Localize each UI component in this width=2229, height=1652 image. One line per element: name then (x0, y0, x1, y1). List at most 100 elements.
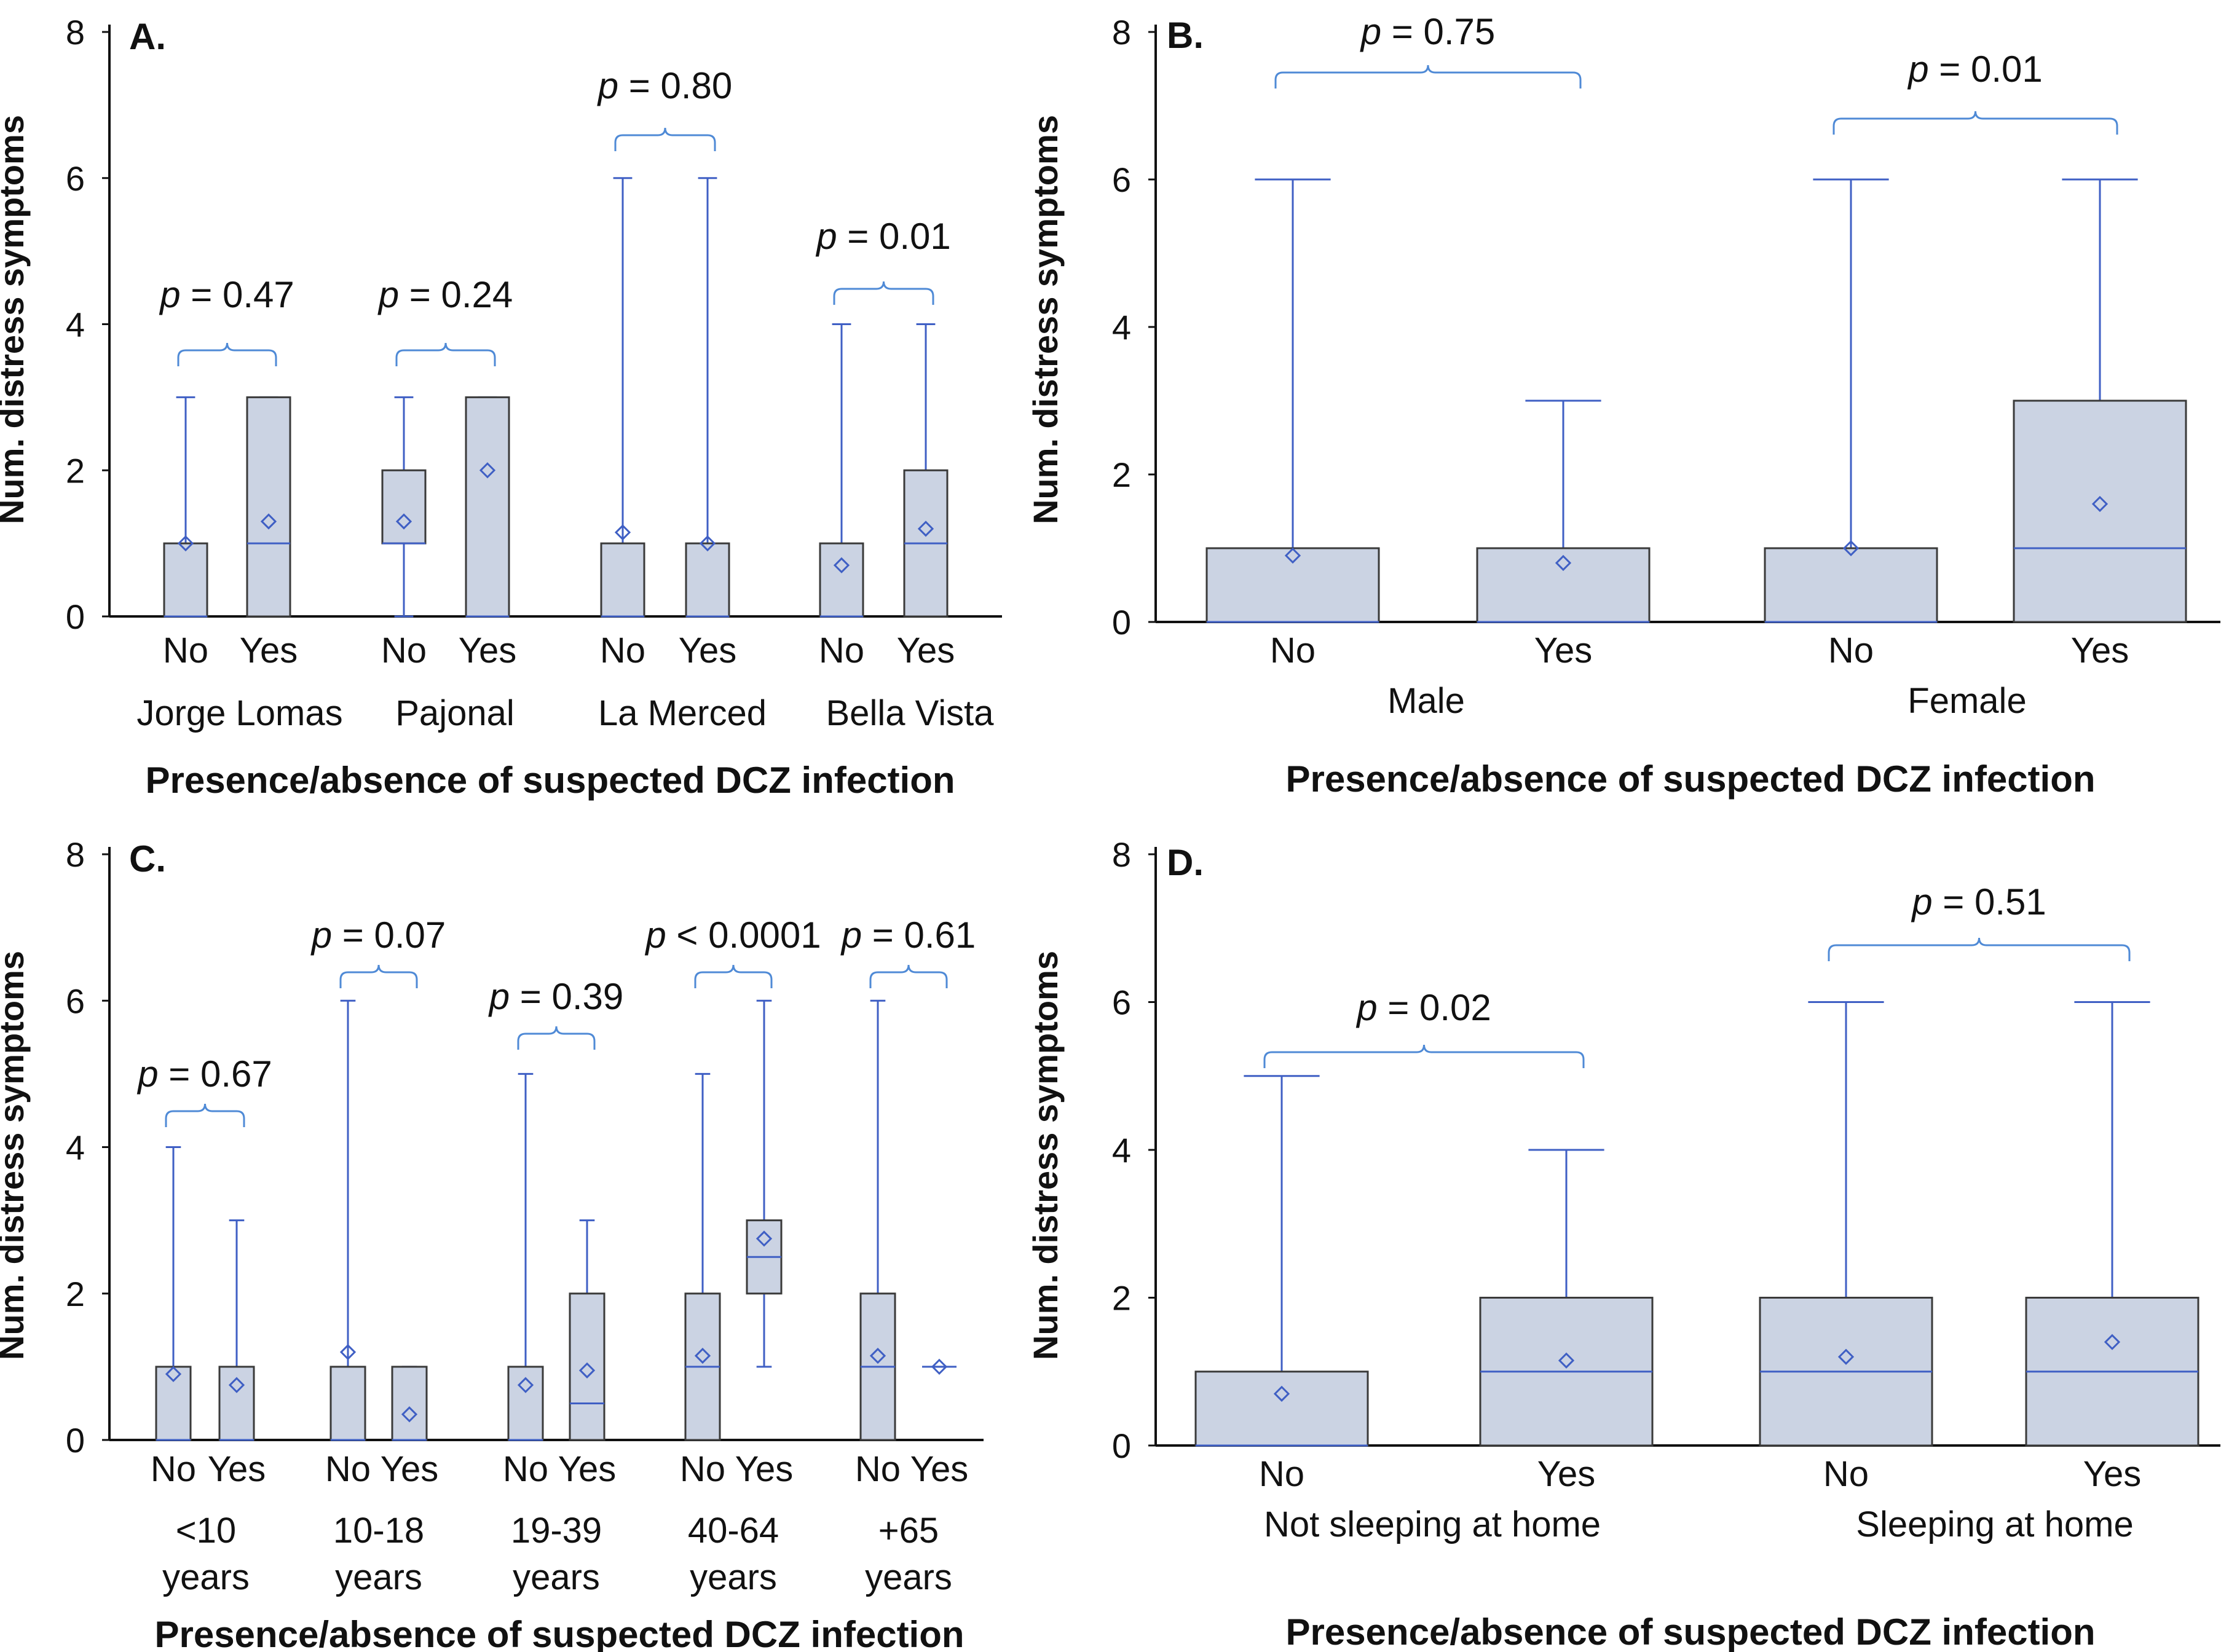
panel-label: C. (129, 838, 166, 879)
box-iqr (600, 542, 645, 618)
box-iqr (1205, 547, 1380, 623)
category-label: No (1259, 1454, 1304, 1494)
mean-marker (755, 1230, 773, 1247)
significance-bracket (869, 964, 948, 988)
box-yes (903, 323, 949, 618)
mean-marker (869, 1347, 886, 1364)
significance-bracket (395, 342, 496, 366)
box-no (819, 323, 864, 618)
significance-bracket (165, 1103, 245, 1127)
box-iqr (391, 1366, 428, 1441)
y-tick-label: 8 (66, 13, 85, 52)
mean-marker (1284, 547, 1301, 564)
group-label-line2: years (513, 1557, 600, 1597)
box-yes (246, 396, 291, 618)
mean-marker (339, 1343, 357, 1361)
box-iqr (381, 469, 427, 545)
box-iqr (155, 1366, 192, 1441)
category-label: Yes (2083, 1454, 2142, 1494)
box-iqr (246, 396, 291, 618)
category-label: Yes (558, 1449, 617, 1489)
box-no (600, 177, 645, 618)
y-tick-label: 8 (66, 835, 85, 874)
group-label: <10 (176, 1511, 236, 1551)
box-yes (922, 1358, 957, 1375)
group-label-line2: years (162, 1557, 250, 1597)
box-no (507, 1072, 544, 1441)
p-value-label: p < 0.0001 (644, 914, 821, 956)
category-label: No (680, 1449, 725, 1489)
y-tick-label: 0 (1112, 1426, 1131, 1465)
category-label: Yes (679, 631, 737, 671)
group-label: Bella Vista (826, 693, 995, 733)
category-label: Yes (735, 1449, 794, 1489)
box-yes (465, 396, 510, 618)
box-iqr (1194, 1371, 1369, 1447)
category-label: Yes (910, 1449, 969, 1489)
mean-marker (1558, 1352, 1575, 1369)
category-label: Yes (381, 1449, 439, 1489)
group-label: 10-18 (333, 1511, 424, 1551)
category-label: No (819, 631, 864, 671)
box-iqr (329, 1366, 366, 1441)
mean-marker (1842, 540, 1860, 557)
significance-bracket (339, 964, 418, 988)
y-tick-label: 2 (66, 1275, 85, 1313)
box-iqr (1764, 547, 1938, 623)
group-label-line2: years (690, 1557, 777, 1597)
box-iqr (1476, 547, 1651, 623)
y-tick-label: 8 (1112, 835, 1131, 874)
group-label: La Merced (598, 693, 767, 733)
group-label: Pajonal (395, 693, 514, 733)
p-value-label: p = 0.67 (136, 1053, 272, 1095)
category-label: No (503, 1449, 548, 1489)
group-label: Male (1387, 681, 1465, 721)
y-axis-title: Num. distress symptoms (0, 115, 31, 524)
category-label: Yes (208, 1449, 266, 1489)
y-axis-title: Num. distress symptoms (1026, 951, 1065, 1360)
y-tick-label: 2 (1112, 1279, 1131, 1318)
significance-bracket (1274, 65, 1582, 88)
group-label: Jorge Lomas (136, 693, 342, 733)
box-yes (218, 1219, 255, 1441)
mean-marker (694, 1347, 711, 1364)
category-label: No (1828, 631, 1874, 671)
box-no (329, 999, 366, 1441)
box-yes (391, 1366, 428, 1441)
mean-marker (917, 521, 934, 537)
category-label: No (381, 631, 427, 671)
box-no (1759, 1001, 1933, 1447)
y-tick-label: 4 (1112, 1131, 1131, 1170)
group-label-line2: years (865, 1557, 952, 1597)
box-no (1194, 1075, 1369, 1447)
category-label: No (151, 1449, 196, 1489)
p-value-label: p = 0.24 (377, 274, 513, 315)
mean-marker (2091, 495, 2109, 513)
mean-marker (2104, 1334, 2121, 1350)
box-yes (746, 999, 783, 1368)
panel-b: 0 2 4 6 8 B. Num. distress symptoms Presence/ab… (1026, 11, 2220, 800)
category-label: No (1270, 631, 1316, 671)
category-label: No (1823, 1454, 1869, 1494)
mean-marker (931, 1358, 948, 1375)
mean-marker (401, 1406, 418, 1423)
p-value-label: p = 0.01 (1907, 49, 2043, 90)
x-axis-title: Presence/absence of suspected DCZ infect… (154, 1614, 964, 1652)
significance-bracket (1263, 1044, 1585, 1068)
y-tick-label: 6 (66, 159, 85, 198)
y-axis-title: Num. distress symptoms (1026, 115, 1065, 524)
panel-label: B. (1167, 15, 1204, 56)
group-label-line2: years (335, 1557, 422, 1597)
y-tick-label: 0 (66, 1421, 85, 1460)
box-iqr (569, 1292, 606, 1441)
p-value-label: p = 0.01 (815, 216, 951, 257)
y-tick-label: 6 (66, 981, 85, 1020)
group-label: 19-39 (511, 1511, 602, 1551)
box-no (684, 1072, 721, 1441)
significance-bracket (614, 127, 716, 151)
category-label: Yes (2071, 631, 2129, 671)
y-tick-label: 4 (1112, 308, 1131, 347)
y-tick-label: 4 (66, 305, 85, 344)
panel-a: 0 2 4 6 8 A. Num. distress symptoms Presence/ab… (0, 13, 1002, 801)
